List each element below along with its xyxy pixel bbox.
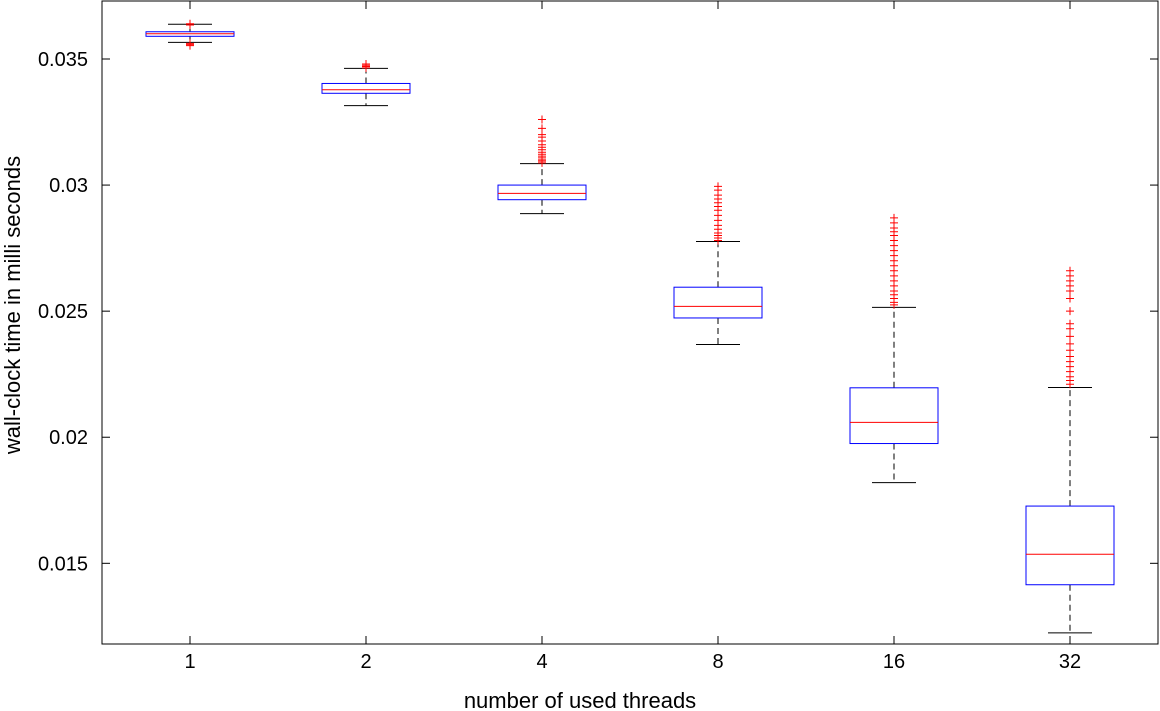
box-iqr xyxy=(673,286,763,319)
x-tick-label: 4 xyxy=(536,651,547,673)
outlier-marker xyxy=(186,19,194,28)
x-tick-label: 32 xyxy=(1059,651,1081,673)
x-tick-label: 16 xyxy=(883,651,905,673)
outlier-marker xyxy=(1066,266,1074,275)
outlier-marker xyxy=(1066,307,1074,316)
y-tick-label: 0.03 xyxy=(49,175,88,197)
x-tick-label: 2 xyxy=(360,651,371,673)
outlier-marker xyxy=(714,182,722,191)
box-group xyxy=(849,213,939,484)
y-tick-label: 0.02 xyxy=(49,427,88,449)
box-iqr xyxy=(321,82,411,94)
box-group xyxy=(497,115,587,215)
outlier-marker xyxy=(362,60,370,69)
x-axis: 1 2 4 8 16 32 xyxy=(184,1,1081,673)
box-series xyxy=(145,19,1115,634)
outlier-marker xyxy=(538,124,546,133)
x-axis-title: number of used threads xyxy=(464,688,696,711)
x-tick-label: 1 xyxy=(184,651,195,673)
box-group xyxy=(1025,266,1115,634)
box-iqr xyxy=(849,387,939,445)
outlier-marker xyxy=(186,39,194,48)
box-iqr xyxy=(1025,505,1115,586)
outlier-marker xyxy=(1066,332,1074,341)
x-tick-label: 8 xyxy=(712,651,723,673)
outlier-marker xyxy=(538,115,546,124)
y-axis: 0.015 0.02 0.025 0.03 0.035 xyxy=(38,49,1158,575)
y-tick-label: 0.025 xyxy=(38,301,88,323)
box-group xyxy=(145,19,235,50)
y-tick-label: 0.015 xyxy=(38,553,88,575)
outlier-marker xyxy=(1066,319,1074,328)
outlier-marker xyxy=(1066,294,1074,303)
outlier-marker xyxy=(890,213,898,222)
plot-area xyxy=(101,0,1159,645)
box-group xyxy=(321,60,411,107)
box-group xyxy=(673,182,763,345)
y-tick-label: 0.035 xyxy=(38,49,88,71)
box-iqr xyxy=(497,184,587,201)
y-axis-title: wall-clock time in milli seconds xyxy=(0,156,25,455)
outlier-marker xyxy=(1066,339,1074,348)
